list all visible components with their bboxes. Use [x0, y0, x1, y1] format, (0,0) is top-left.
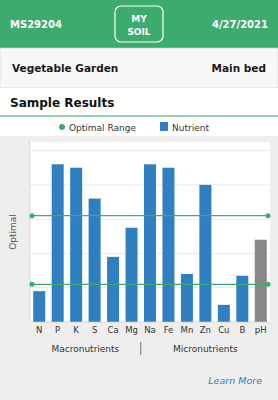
legend-swatch	[160, 122, 168, 131]
header-id: MS29204	[10, 19, 62, 30]
title-rule	[0, 116, 278, 117]
logo-box	[115, 6, 163, 42]
legend-bg	[0, 117, 278, 136]
x-tick-label: Fe	[164, 325, 174, 335]
optimal-dot	[30, 282, 35, 287]
bar	[70, 168, 82, 322]
bar	[199, 185, 211, 322]
bed-name: Main bed	[212, 62, 266, 74]
logo-text: SOIL	[127, 27, 150, 37]
optimal-dot	[266, 213, 271, 218]
group-label: Macronutrients	[51, 344, 119, 354]
x-tick-label: Ca	[107, 325, 118, 335]
grid-line	[30, 150, 270, 151]
optimal-line	[32, 284, 268, 285]
bar	[162, 168, 174, 322]
y-axis-line	[30, 142, 31, 322]
garden-name: Vegetable Garden	[12, 62, 118, 74]
group-separator	[140, 342, 141, 355]
x-tick-label: S	[92, 325, 97, 335]
bar	[52, 164, 64, 322]
x-tick-label: B	[239, 325, 245, 335]
x-tick-label: pH	[255, 325, 267, 335]
y-axis-label: Optimal	[8, 214, 18, 250]
x-tick-label: N	[36, 325, 42, 335]
legend-swatch	[59, 124, 65, 130]
optimal-dot	[30, 213, 35, 218]
bar	[255, 240, 267, 322]
bar	[89, 199, 101, 322]
learn-more-link[interactable]: Learn More	[208, 375, 262, 386]
x-tick-label: Na	[144, 325, 156, 335]
title-bar	[0, 88, 278, 116]
bar	[107, 257, 119, 322]
header	[0, 0, 278, 48]
bar	[144, 164, 156, 322]
x-tick-label: P	[55, 325, 60, 335]
bar	[33, 291, 45, 322]
page: MS29204 4/27/2021 MY SOIL Vegetable Garden Ma…	[0, 0, 278, 400]
x-tick-label: Mn	[181, 325, 194, 335]
logo-text: MY	[131, 14, 147, 24]
background	[0, 0, 278, 400]
header-date: 4/27/2021	[212, 19, 268, 30]
legend-entry: Optimal Range	[69, 123, 136, 133]
section-title: Sample Results	[10, 96, 114, 110]
bar	[236, 276, 248, 322]
bar	[218, 305, 230, 322]
x-tick-label: Mg	[125, 325, 138, 335]
x-tick-label: Zn	[200, 325, 211, 335]
optimal-line	[32, 215, 268, 216]
bar	[126, 228, 138, 322]
x-tick-label: K	[73, 325, 79, 335]
info-bar	[0, 48, 278, 88]
x-tick-label: Cu	[218, 325, 229, 335]
plot-bg	[30, 142, 270, 322]
x-axis-line	[30, 322, 270, 323]
plot-area	[32, 164, 268, 322]
group-label: Micronutrients	[173, 344, 238, 354]
legend-entry: Nutrient	[172, 123, 209, 133]
bar	[181, 274, 193, 322]
optimal-dot	[266, 282, 271, 287]
